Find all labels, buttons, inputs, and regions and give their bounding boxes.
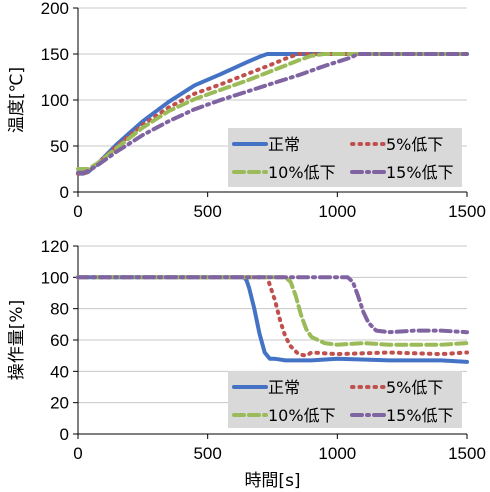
y-tick-label: 50	[50, 137, 69, 156]
legend: 正常 5%低下 10%低下 15%低下	[228, 128, 462, 187]
legend-box	[228, 128, 462, 187]
legend-box	[228, 371, 462, 428]
legend-label-4: 15%低下	[386, 163, 454, 182]
chart-panel-2: 0 20 40 60 80 100 120 0 500 1000 1500 操作量[%] 時間[s] 正常…	[7, 237, 486, 491]
y-tick-label: 150	[41, 45, 69, 64]
y-tick-label: 100	[41, 268, 69, 287]
x-tick-label: 0	[73, 202, 82, 221]
legend-label-1: 正常	[268, 135, 300, 154]
y-tick-label: 60	[50, 331, 69, 350]
legend-label-1: 正常	[268, 378, 300, 397]
chart-panel-1: 0 50 100 150 200 0 500 1000 1500 温度[℃] 正常 5%低下 10%低下…	[7, 0, 486, 221]
y-axis-title: 操作量[%]	[7, 300, 27, 380]
legend-label-2: 5%低下	[386, 378, 443, 397]
x-tick-label: 1000	[318, 444, 356, 463]
y-tick-label: 20	[50, 394, 69, 413]
legend-label-4: 15%低下	[386, 406, 454, 425]
series-line-4	[76, 275, 469, 335]
y-tick-label: 100	[41, 91, 69, 110]
legend-label-2: 5%低下	[386, 135, 443, 154]
y-tick-label: 40	[50, 362, 69, 381]
y-axis-title: 温度[℃]	[7, 67, 27, 133]
x-tick-label: 1500	[448, 444, 486, 463]
x-tick-label: 0	[73, 444, 82, 463]
y-tick-label: 0	[60, 183, 69, 202]
x-tick-label: 500	[193, 202, 221, 221]
legend-label-3: 10%低下	[268, 163, 336, 182]
y-tick-label: 80	[50, 300, 69, 319]
x-tick-label: 500	[193, 444, 221, 463]
x-axis-title: 時間[s]	[244, 471, 300, 491]
legend: 正常 5%低下 10%低下 15%低下	[228, 371, 462, 428]
y-tick-label: 200	[41, 0, 69, 18]
series-line-4	[76, 52, 469, 175]
series-line-3	[76, 275, 469, 347]
y-tick-label: 0	[60, 425, 69, 444]
x-tick-label: 1500	[448, 202, 486, 221]
series-line-1	[76, 275, 469, 364]
legend-label-3: 10%低下	[268, 406, 336, 425]
y-tick-label: 120	[41, 237, 69, 256]
series-line-2	[76, 275, 469, 358]
x-tick-label: 1000	[318, 202, 356, 221]
